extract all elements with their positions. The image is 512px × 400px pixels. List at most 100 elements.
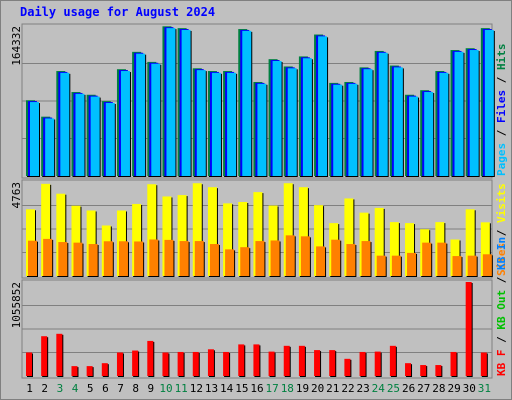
visits-bar-visits-day-18	[283, 183, 293, 276]
visits-bar-sites-day-15	[240, 247, 250, 276]
visits-bar-visits-day-2	[41, 183, 51, 276]
visits-bar-visits-day-14	[223, 203, 233, 276]
visits-bar-sites-day-9	[149, 239, 159, 276]
visits-bar-visits-day-30	[465, 209, 475, 276]
legend-kb-f: KB F	[495, 350, 508, 377]
visits-bar-sites-day-19	[300, 236, 310, 276]
hits-bar-pages-day-9	[151, 63, 161, 177]
day-label-29: 29	[447, 382, 460, 395]
kbytes-bar-kb-f-day-16	[253, 344, 260, 376]
day-label-18: 18	[281, 382, 294, 395]
hits-bar-pages-day-20	[318, 36, 328, 177]
hits-ymax-label: 164332	[10, 26, 23, 66]
hits-bar-pages-day-17	[272, 60, 282, 177]
visits-bar-sites-day-21	[331, 239, 341, 276]
day-label-16: 16	[250, 382, 263, 395]
kbytes-panel: 1055852 KB F / KB Out / KB In	[10, 237, 508, 379]
hits-bar-pages-day-30	[469, 50, 479, 176]
kbytes-bar-kb-f-day-10	[162, 352, 169, 376]
day-label-12: 12	[190, 382, 203, 395]
kbytes-legend: KB F / KB Out / KB In	[495, 237, 508, 376]
visits-bar-sites-day-13	[209, 244, 219, 276]
hits-bar-pages-day-5	[90, 96, 100, 176]
hits-bar-pages-day-24	[378, 52, 388, 176]
kbytes-bar-kb-f-day-14	[223, 351, 230, 376]
kbytes-bar-kb-f-day-23	[359, 351, 366, 376]
visits-bar-visits-day-22	[344, 198, 354, 276]
hits-bar-pages-day-19	[302, 58, 312, 176]
kbytes-bar-kb-f-day-25	[389, 345, 396, 376]
kbytes-bar-kb-f-day-28	[435, 365, 442, 376]
visits-bar-visits-day-16	[253, 192, 263, 276]
visits-ymax-label: 4763	[10, 182, 23, 209]
visits-bar-visits-day-31	[480, 222, 490, 276]
hits-bar-pages-day-6	[105, 102, 115, 176]
visits-bar-sites-day-7	[118, 241, 128, 276]
visits-bar-sites-day-6	[103, 241, 113, 276]
visits-bar-visits-day-8	[132, 203, 142, 276]
hits-bar-pages-day-15	[242, 30, 252, 177]
day-label-28: 28	[432, 382, 445, 395]
kbytes-bar-kb-f-day-24	[374, 351, 381, 376]
visits-bar-visits-day-26	[405, 223, 415, 276]
legend-hits: Hits	[495, 44, 508, 71]
visits-bar-sites-day-28	[437, 242, 447, 276]
day-label-25: 25	[387, 382, 400, 395]
kbytes-bar-kb-f-day-29	[450, 351, 457, 376]
hits-bar-pages-day-3	[60, 72, 70, 176]
legend-kb-out: KB Out	[495, 290, 508, 330]
day-label-20: 20	[311, 382, 324, 395]
visits-bar-visits-day-4	[71, 205, 81, 276]
day-label-30: 30	[463, 382, 476, 395]
visits-bar-visits-day-20	[314, 205, 324, 276]
hits-panel: 164332 Pages / Files / Hits	[10, 23, 508, 179]
kbytes-bar-kb-f-day-1	[26, 352, 32, 376]
hits-bar-pages-day-10	[166, 28, 176, 177]
hits-bar-pages-day-4	[75, 93, 85, 176]
visits-bar-sites-day-5	[88, 244, 98, 276]
day-label-5: 5	[87, 382, 94, 395]
hits-bar-pages-day-1	[30, 102, 39, 176]
kbytes-bar-kb-f-day-4	[71, 366, 78, 376]
legend-separator: /	[495, 123, 508, 143]
kbytes-bar-kb-f-day-7	[116, 352, 123, 376]
kbytes-bar-kb-f-day-27	[420, 365, 427, 376]
visits-bar-visits-day-3	[56, 193, 66, 276]
hits-bar-pages-day-13	[211, 72, 221, 176]
legend-visits: Visits	[495, 183, 508, 223]
day-labels: 1 2 3 4 5 6 7 8 9 10 11 12 13 14 15 16 17 18 19 20 21 22 23 24 2…	[26, 382, 491, 395]
kbytes-bar-kb-f-day-15	[238, 344, 245, 376]
day-label-22: 22	[341, 382, 354, 395]
day-label-24: 24	[372, 382, 386, 395]
visits-bar-sites-day-3	[58, 242, 68, 276]
legend-sites: Sites	[495, 243, 508, 276]
hits-bar-pages-day-8	[136, 53, 146, 177]
visits-bar-visits-day-5	[86, 210, 96, 276]
day-label-11: 11	[175, 382, 188, 395]
kbytes-bar-kb-f-day-9	[147, 340, 154, 376]
visits-panel: 4763 Sites / Visits	[10, 179, 508, 279]
day-label-10: 10	[159, 382, 172, 395]
legend-separator: /	[495, 70, 508, 90]
visits-bar-visits-day-24	[374, 207, 384, 276]
kbytes-bar-kb-f-day-8	[132, 350, 139, 376]
hits-bar-pages-day-2	[45, 118, 55, 176]
visits-bar-visits-day-12	[192, 183, 202, 276]
day-label-3: 3	[57, 382, 64, 395]
visits-bar-sites-day-17	[270, 240, 280, 276]
day-label-1: 1	[26, 382, 33, 395]
visits-bar-sites-day-31	[482, 254, 492, 276]
hits-bar-pages-day-23	[363, 69, 373, 176]
visits-bar-visits-day-19	[298, 187, 308, 276]
day-label-19: 19	[296, 382, 309, 395]
kbytes-bar-kb-f-day-21	[329, 350, 336, 376]
visits-bar-sites-day-14	[225, 249, 235, 276]
hits-legend: Pages / Files / Hits	[495, 44, 508, 177]
kbytes-bar-kb-f-day-18	[283, 345, 290, 376]
visits-bar-sites-day-8	[134, 241, 144, 276]
legend-pages: Pages	[495, 143, 508, 176]
hits-bar-pages-day-25	[393, 67, 403, 176]
kbytes-bar-kb-f-day-6	[101, 363, 108, 376]
hits-bar-pages-day-26	[409, 96, 419, 176]
